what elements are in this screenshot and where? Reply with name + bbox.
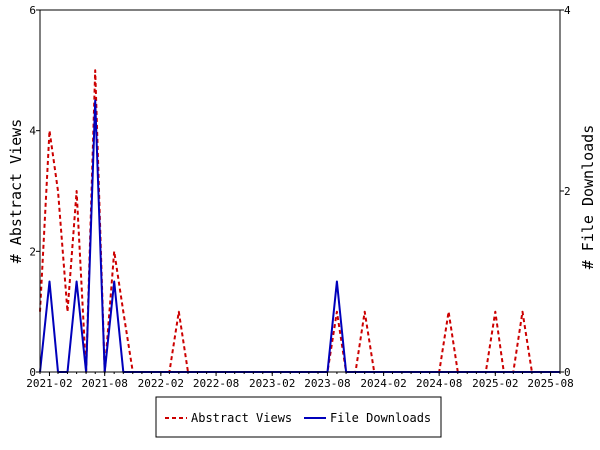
y-left-tick-label: 2 [29, 245, 36, 258]
legend-box [155, 396, 442, 438]
y-left-axis-title: # Abstract Views [7, 119, 25, 264]
y-right-tick-label: 0 [564, 366, 571, 379]
y-left-tick-label: 4 [29, 125, 36, 138]
y-left-tick-label: 6 [29, 4, 36, 17]
x-tick-label: 2024-08 [416, 377, 462, 390]
y-right-axis-title: # File Downloads [579, 125, 597, 270]
x-tick-label: 2023-02 [249, 377, 295, 390]
legend-label-file-downloads: File Downloads [330, 411, 431, 425]
x-tick-label: 2022-08 [193, 377, 239, 390]
series-line-abstract-views [39, 69, 560, 373]
series-line-file-downloads [39, 99, 560, 373]
x-tick-label: 2021-08 [82, 377, 128, 390]
x-tick-label: 2024-02 [360, 377, 406, 390]
x-tick-label: 2025-02 [472, 377, 518, 390]
y-right-tick-label: 4 [564, 4, 571, 17]
y-left-tick-label: 0 [29, 366, 36, 379]
legend: Abstract Views File Downloads [155, 396, 442, 438]
x-tick-label: 2022-02 [138, 377, 184, 390]
axis-ticks: 2021-02 2021-08 2022-02 2022-08 2023-02 2023-… [26, 4, 573, 390]
x-tick-label: 2025-08 [527, 377, 573, 390]
y-right-tick-label: 2 [564, 185, 571, 198]
legend-label-abstract-views: Abstract Views [191, 411, 292, 425]
x-tick-label: 2023-08 [304, 377, 350, 390]
plot-marks [39, 69, 560, 373]
x-tick-label: 2021-02 [26, 377, 72, 390]
